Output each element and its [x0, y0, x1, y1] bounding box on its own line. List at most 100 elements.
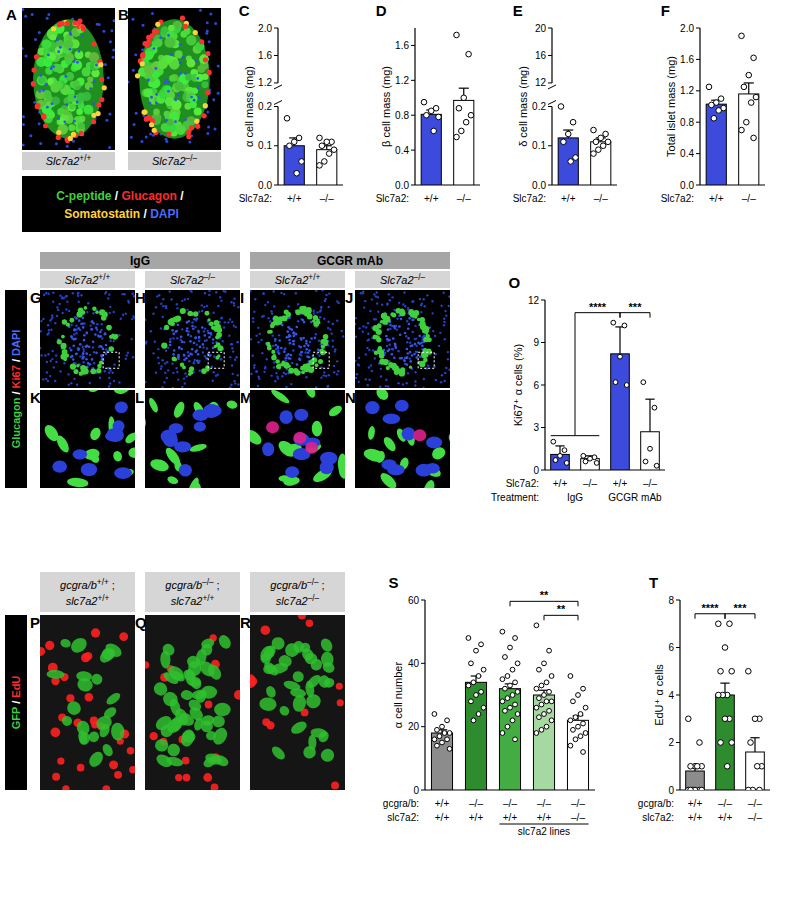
nucleus — [164, 362, 166, 364]
nucleus — [409, 345, 412, 348]
nucleus — [158, 362, 160, 364]
nucleus — [128, 81, 130, 84]
rim-cell — [195, 124, 200, 129]
nucleus — [303, 345, 306, 348]
nucleus — [299, 358, 302, 361]
nucleus — [104, 333, 107, 336]
nucleus — [187, 355, 190, 358]
nucleus — [287, 305, 289, 307]
nucleus — [367, 339, 369, 341]
gfp-cell — [270, 744, 288, 762]
rim-cell — [186, 134, 191, 139]
alpha-cell — [362, 447, 386, 464]
nucleus — [128, 301, 130, 303]
nucleus — [315, 386, 317, 388]
alpha-cell — [311, 421, 322, 437]
nucleus — [82, 352, 85, 355]
panel-letter: J — [345, 289, 353, 306]
nucleus — [389, 328, 391, 330]
nucleus — [194, 359, 196, 361]
beta-cell — [171, 99, 181, 109]
nucleus — [82, 353, 84, 355]
nucleus — [366, 347, 368, 349]
nucleus — [307, 344, 310, 347]
nucleus — [91, 328, 94, 331]
nucleus — [24, 55, 27, 58]
nucleus — [87, 302, 89, 304]
beta-cell — [55, 46, 63, 54]
label-part: Somatostatin — [64, 207, 140, 221]
nucleus — [221, 317, 223, 319]
alpha-cell — [401, 311, 405, 315]
nucleus — [177, 356, 180, 359]
label-part: / — [111, 189, 121, 203]
rim-cell — [145, 116, 150, 121]
alpha-cell — [96, 368, 101, 373]
nucleus — [169, 423, 183, 433]
nucleus — [212, 371, 214, 373]
nucleus — [112, 19, 115, 22]
beta-cell — [38, 76, 46, 84]
beta-cell — [168, 25, 175, 32]
micrograph-bg — [145, 290, 240, 388]
nucleus — [285, 386, 287, 388]
alpha-cell — [63, 357, 67, 361]
label: C-peptide / Glucagon / — [56, 189, 187, 203]
alpha-cell — [390, 364, 395, 369]
nucleus — [38, 31, 41, 34]
beta-cell — [87, 76, 93, 82]
nucleus — [300, 351, 303, 354]
nucleus — [323, 374, 325, 376]
nucleus — [308, 349, 311, 352]
nucleus — [206, 21, 209, 24]
nucleus — [181, 341, 184, 344]
nucleus — [198, 96, 201, 99]
nucleus — [46, 333, 48, 335]
nucleus — [141, 140, 144, 143]
nucleus — [392, 348, 394, 350]
beta-cell — [195, 74, 203, 82]
nucleus — [315, 290, 317, 292]
micrograph — [250, 390, 345, 488]
nucleus — [333, 365, 335, 367]
nucleus — [230, 343, 232, 345]
nucleus — [113, 364, 115, 366]
nucleus — [414, 380, 416, 382]
nucleus — [47, 353, 49, 355]
nucleus — [99, 377, 101, 379]
nucleus — [443, 318, 445, 320]
nucleus — [95, 327, 98, 330]
nucleus — [105, 291, 107, 293]
nucleus — [177, 94, 180, 97]
panel-letter: Q — [135, 614, 147, 631]
gfp-cell — [68, 635, 90, 656]
nucleus — [431, 300, 433, 302]
nucleus — [414, 338, 416, 340]
micrograph-bg — [40, 390, 135, 488]
nucleus — [72, 292, 74, 294]
gfp-cell — [293, 641, 305, 654]
nucleus — [162, 316, 164, 318]
nucleus — [332, 345, 334, 347]
nucleus — [408, 323, 411, 326]
nucleus — [208, 336, 211, 339]
nucleus — [169, 344, 172, 347]
nucleus — [125, 354, 127, 356]
nucleus — [284, 347, 286, 349]
micrograph-bg — [145, 615, 240, 790]
nucleus — [152, 352, 154, 354]
rim-cell — [180, 16, 185, 21]
nucleus — [320, 376, 322, 378]
nucleus — [214, 22, 217, 25]
nucleus — [201, 326, 204, 329]
gfp-cell — [308, 657, 324, 673]
alpha-cell — [61, 335, 65, 339]
nucleus — [235, 326, 237, 328]
nucleus — [422, 387, 424, 388]
alpha-cell — [304, 390, 317, 399]
nucleus — [212, 312, 214, 314]
alpha-cell — [226, 399, 239, 409]
nucleus — [271, 334, 273, 336]
edu-nucleus — [114, 771, 122, 779]
nucleus — [442, 292, 444, 294]
